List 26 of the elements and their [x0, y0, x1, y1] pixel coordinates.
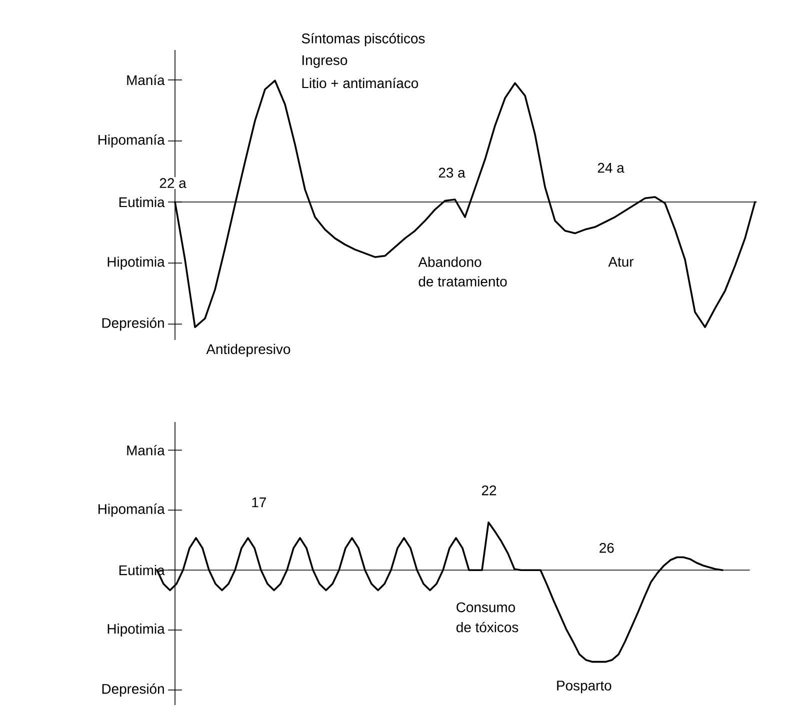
text: Hipotimia [108, 256, 165, 270]
annotation: Litio + antimaníaco [302, 78, 418, 88]
text: Síntomas piscóticos [302, 33, 425, 46]
text: Ingreso [302, 55, 348, 68]
text: Antidepresivo [206, 344, 290, 357]
annotation: Hipotimia [108, 624, 165, 637]
text: Depresión [102, 318, 164, 331]
text: Posparto [557, 680, 612, 694]
text: 17 [252, 498, 266, 508]
text: Manía [127, 74, 165, 86]
text: Depresión [102, 683, 164, 697]
text: Hipomanía [98, 134, 165, 148]
annotation: 24 a [598, 162, 624, 173]
annotation: 23 a [438, 168, 466, 178]
annotation: de tóxicos [456, 622, 518, 632]
text: Manía [127, 444, 165, 456]
annotation: Consumo [456, 602, 515, 612]
text: Hipomanía [98, 504, 165, 517]
text: Eutimia [119, 196, 165, 208]
text: 22 [482, 485, 496, 496]
annotation: Eutimia [119, 564, 165, 576]
annotation: de tratamiento [418, 276, 507, 287]
annotation: 22 a [160, 178, 186, 188]
annotation: Atur [608, 256, 634, 267]
annotation: Abandono [418, 256, 482, 267]
annotation: 26 [600, 542, 614, 553]
